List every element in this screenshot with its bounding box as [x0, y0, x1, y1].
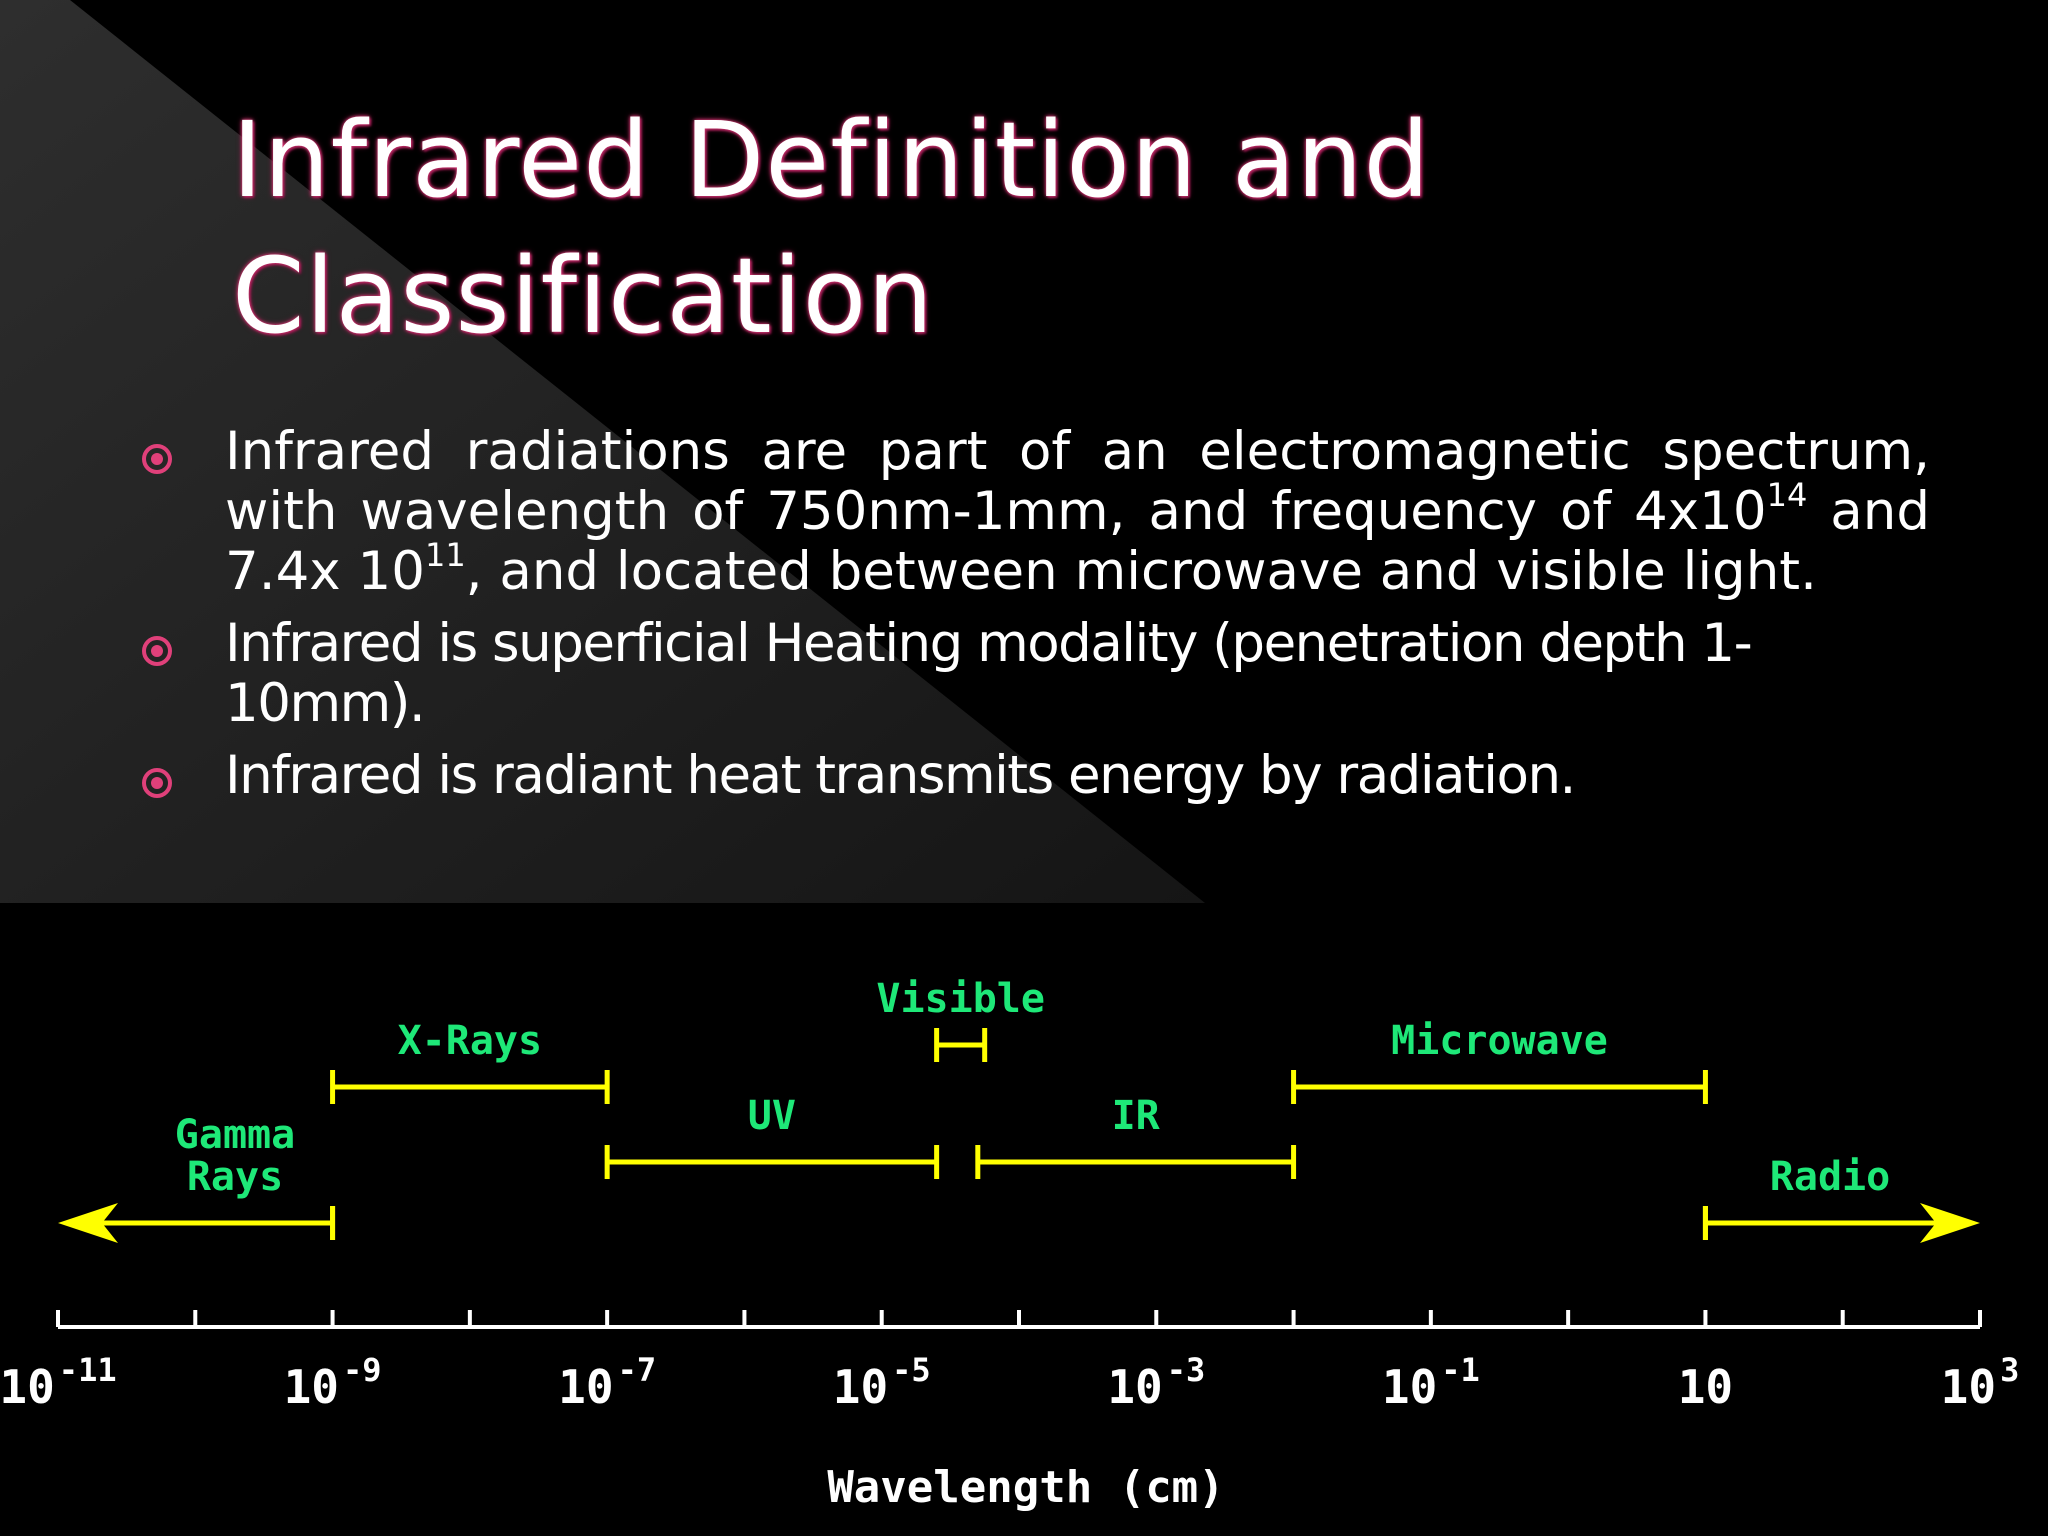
circled-dot-icon	[142, 444, 172, 474]
arrow-right-icon	[1920, 1203, 1980, 1243]
tick-label: 10 -1	[1382, 1351, 1480, 1414]
tick-label: 10 3	[1941, 1351, 2020, 1414]
bullet-text: Infrared is superficial Heating modality…	[225, 613, 1753, 734]
band-label: Gamma Rays	[175, 1112, 295, 1200]
tick-label: 10 -3	[1107, 1351, 1205, 1414]
tick-label: 10	[1678, 1360, 1733, 1414]
band-label: X-Rays	[398, 1018, 543, 1064]
band-label: UV	[748, 1093, 796, 1139]
wavelength-axis: 10 -11 10 -9 10 -7 10 -5 10 -3 10 -1 10 10 3	[0, 1310, 2019, 1414]
bullet-text: Infrared is radiant heat transmits energ…	[225, 745, 1576, 806]
diagonal-panel	[0, 0, 1205, 903]
spectrum-bands: Gamma Rays X-Rays UV Visible IR Microwave Radio	[58, 976, 1980, 1243]
title-line-2: Classification	[232, 235, 935, 357]
band-label: IR	[1112, 1093, 1161, 1139]
tick-label: 10 -7	[558, 1351, 656, 1414]
tick-label: 10 -5	[833, 1351, 931, 1414]
tick-label: 10 -9	[284, 1351, 382, 1414]
tick-label: 10 -11	[0, 1351, 117, 1414]
band-label: Visible	[876, 976, 1045, 1022]
bullet-text: Infrared radiations are part of an elect…	[225, 421, 1930, 602]
band-uv: UV	[604, 1093, 940, 1179]
bullet-list: Infrared radiations are part of an elect…	[140, 422, 1930, 818]
band-microwave: Microwave	[1291, 1018, 1708, 1104]
band-gamma: Gamma Rays	[58, 1112, 336, 1243]
title-line-1: Infrared Definition and	[232, 99, 1431, 221]
circled-dot-icon	[142, 636, 172, 666]
band-radio: Radio	[1702, 1154, 1980, 1243]
band-xray: X-Rays	[330, 1018, 610, 1104]
band-visible: Visible	[876, 976, 1045, 1062]
bullet-item: Infrared is superficial Heating modality…	[140, 614, 1930, 734]
bullet-item: Infrared radiations are part of an elect…	[140, 422, 1930, 602]
circled-dot-icon	[142, 768, 172, 798]
bullet-item: Infrared is radiant heat transmits energ…	[140, 746, 1930, 806]
band-label: Microwave	[1391, 1018, 1608, 1064]
band-ir: IR	[975, 1093, 1297, 1179]
slide-title: Infrared Definition and Classification	[232, 92, 1932, 364]
arrow-left-icon	[58, 1203, 118, 1243]
band-label: Radio	[1770, 1154, 1890, 1200]
axis-title: Wavelength (cm)	[827, 1462, 1224, 1513]
